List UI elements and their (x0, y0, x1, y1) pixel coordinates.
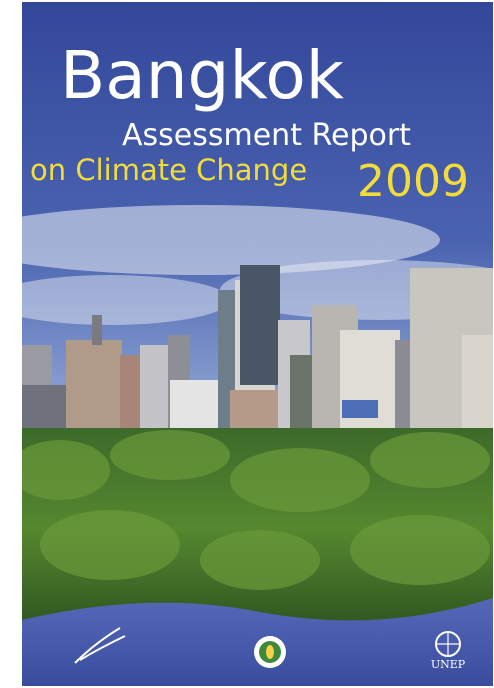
building (92, 315, 102, 345)
billboard (342, 400, 378, 418)
building (120, 355, 142, 440)
tree (350, 515, 490, 585)
logo-center (266, 645, 274, 659)
book-cover: UNEP Bangkok Assessment Report on Climat… (0, 0, 494, 688)
tree (230, 448, 370, 512)
topic: on Climate Change (30, 153, 307, 187)
tree (370, 432, 490, 488)
tree (10, 440, 110, 500)
building (140, 345, 168, 440)
year: 2009 (357, 156, 469, 207)
title: Bangkok (60, 37, 345, 114)
tree (110, 430, 230, 480)
bma-logo (254, 636, 286, 668)
subtitle: Assessment Report (122, 118, 411, 153)
building (462, 335, 493, 430)
page: {"cover": {"title": "Bangkok", "subtitle… (0, 0, 494, 688)
cloud (0, 275, 230, 325)
building (66, 340, 122, 440)
building (240, 265, 280, 385)
tree (200, 530, 320, 590)
publisher: UNEP (431, 658, 466, 671)
tree (40, 510, 180, 580)
